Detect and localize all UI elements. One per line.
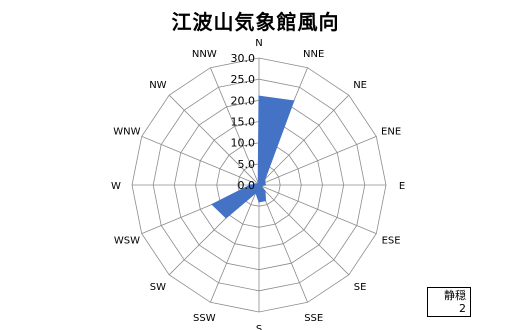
calm-box: 静穏 2 xyxy=(427,287,471,317)
data-point-sw xyxy=(225,217,227,219)
direction-label-se: SE xyxy=(354,282,367,293)
radar-series xyxy=(211,95,295,219)
calm-value: 2 xyxy=(459,302,466,315)
tick-label: 0.0 xyxy=(238,179,256,192)
radial-tick-labels: 0.0 5.0 10.0 15.0 20.0 25.0 30.0 xyxy=(231,52,256,192)
grid-spoke xyxy=(210,67,260,186)
data-point-w xyxy=(249,184,252,186)
grid-spoke xyxy=(168,94,260,186)
direction-label-wnw: WNW xyxy=(113,126,140,137)
tick-label: 20.0 xyxy=(231,94,256,107)
direction-label-nne: NNE xyxy=(303,49,324,60)
data-point-nnw xyxy=(257,182,259,184)
data-point-ssw xyxy=(255,192,257,194)
data-point-se xyxy=(264,190,266,192)
chart-title: 江波山気象館風向 xyxy=(171,10,340,34)
direction-label-sw: SW xyxy=(150,282,166,293)
data-point-s xyxy=(258,201,260,203)
tick-label: 10.0 xyxy=(231,137,256,150)
grid-spoke xyxy=(258,94,350,186)
data-point-sse xyxy=(264,200,267,202)
tick-label: 5.0 xyxy=(238,158,256,171)
data-point-wsw xyxy=(211,203,213,205)
direction-label-ese: ESE xyxy=(382,236,401,247)
data-point-e xyxy=(264,184,266,186)
direction-label-ssw: SSW xyxy=(193,313,216,324)
direction-label-nw: NW xyxy=(149,80,166,91)
data-point-ne xyxy=(264,178,266,180)
data-point-ene xyxy=(264,182,266,184)
data-point-nne xyxy=(293,100,295,102)
direction-label-s: S xyxy=(256,324,262,330)
grid-spoke xyxy=(258,184,350,276)
tick-label: 30.0 xyxy=(231,52,256,65)
direction-label-n: N xyxy=(255,38,262,49)
grid-spoke xyxy=(210,184,260,303)
data-point-n xyxy=(258,95,260,97)
direction-label-e: E xyxy=(399,181,405,192)
grid-spoke xyxy=(258,184,377,234)
direction-label-ne: NE xyxy=(353,80,367,91)
direction-labels: N NNE NE ENE E ESE SE SSE S SSW SW WSW W WNW NW NNW xyxy=(111,38,405,330)
tick-label: 15.0 xyxy=(231,116,256,129)
direction-label-w: W xyxy=(111,181,121,192)
data-point-ese xyxy=(260,185,262,187)
direction-label-ene: ENE xyxy=(381,126,401,137)
direction-label-sse: SSE xyxy=(304,313,323,324)
direction-label-wsw: WSW xyxy=(114,236,140,247)
tick-label: 25.0 xyxy=(231,73,256,86)
grid-spoke xyxy=(258,136,377,186)
direction-label-nnw: NNW xyxy=(192,49,217,60)
grid-spoke xyxy=(141,136,260,186)
calm-label: 静穏 xyxy=(444,289,466,302)
grid-spoke xyxy=(258,184,308,303)
